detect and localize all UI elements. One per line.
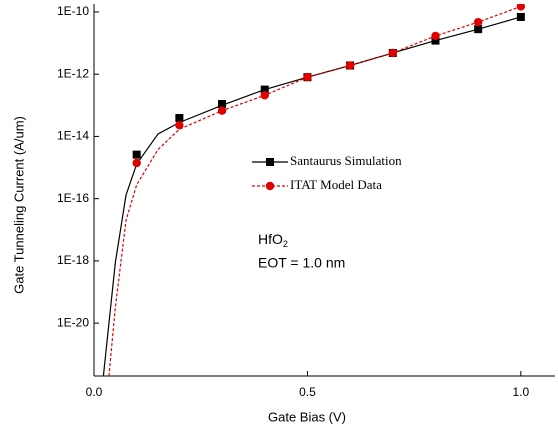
marker (218, 100, 227, 109)
marker (431, 36, 440, 45)
plot-area (102, 4, 526, 376)
marker (516, 4, 526, 11)
marker (431, 31, 440, 41)
marker (175, 120, 184, 130)
x-axis-label: Gate Bias (V) (268, 409, 346, 424)
legend-label: Santaurus Simulation (290, 153, 402, 168)
marker (266, 158, 274, 166)
series-line (108, 5, 522, 376)
y-tick-label: 1E-16 (57, 191, 89, 205)
y-tick-label: 1E-20 (57, 315, 89, 329)
y-tick-label: 1E-14 (57, 129, 89, 143)
marker (217, 106, 227, 115)
y-tick-label: 1E-10 (57, 4, 89, 18)
marker (473, 17, 483, 27)
marker (132, 150, 141, 159)
annotation: EOT = 1.0 nm (258, 255, 345, 271)
marker (175, 114, 184, 123)
series-line (102, 16, 522, 376)
marker (303, 72, 312, 82)
y-tick-label: 1E-12 (57, 66, 89, 80)
y-axis-label: Gate Tunneling Current (A/um) (11, 116, 26, 294)
marker (260, 85, 269, 94)
marker (265, 181, 275, 191)
marker (260, 91, 269, 100)
marker (345, 61, 355, 70)
legend-label: ITAT Model Data (290, 177, 382, 192)
marker (474, 25, 483, 34)
x-tick-label: 0.0 (86, 385, 103, 399)
marker (516, 12, 525, 21)
x-tick-label: 1.0 (513, 385, 530, 399)
annotation: HfO2 (258, 231, 288, 250)
y-tick-label: 1E-18 (57, 253, 89, 267)
marker (388, 48, 397, 58)
x-tick-label: 0.5 (299, 385, 316, 399)
marker (132, 158, 141, 168)
